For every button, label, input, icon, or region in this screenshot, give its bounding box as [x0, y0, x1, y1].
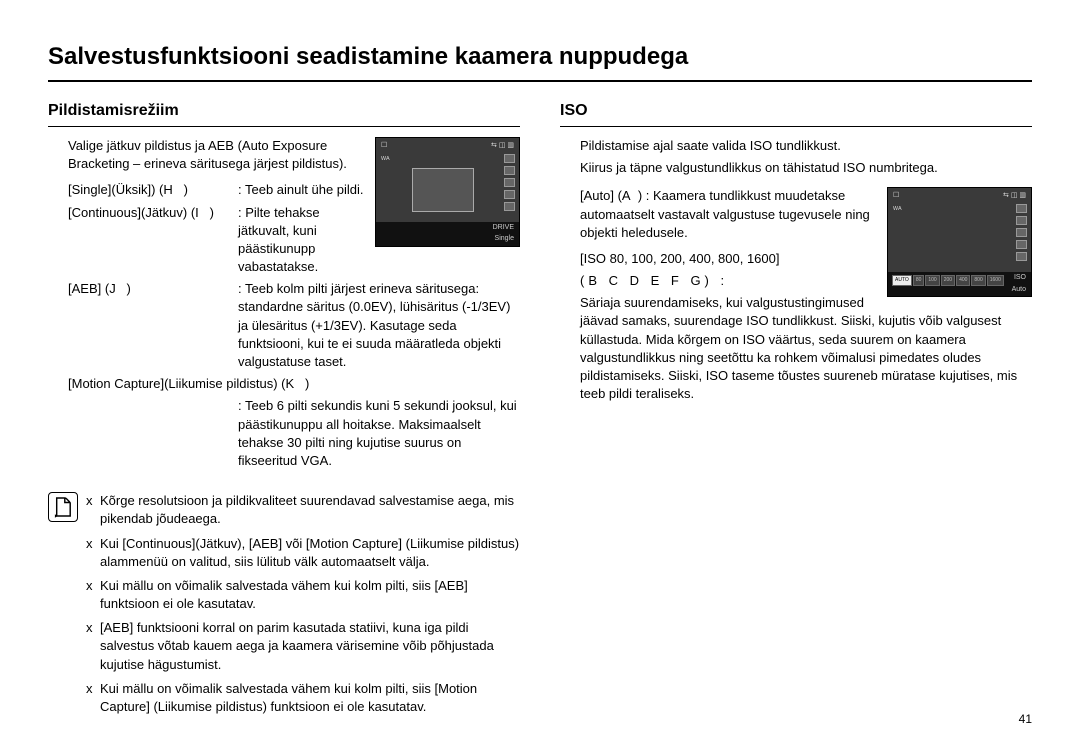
continuous-label: [Continuous](Jätkuv) (I ): [68, 204, 238, 277]
left-heading: Pildistamisrežiim: [48, 100, 520, 127]
bullet-x: x: [86, 680, 100, 716]
content-columns: Pildistamisrežiim ☐ ⇆ ◫ ▥ ᵂᴬ DRIVE Singl…: [48, 100, 1032, 723]
right-heading: ISO: [560, 100, 1032, 127]
lcd-top-left: ☐: [893, 191, 899, 201]
bullet-x: x: [86, 492, 100, 528]
note-0: Kõrge resolutsioon ja pildikvaliteet suu…: [100, 492, 520, 528]
lcd-left-text: ᵂᴬ: [381, 154, 390, 165]
lcd-bar-big: Auto: [1012, 285, 1026, 295]
note-4: Kui mällu on võimalik salvestada vähem k…: [100, 680, 520, 716]
lcd-preview-iso: ☐ ⇆ ◫ ▥ ᵂᴬ ISO AUTO 80 100 200 400 800: [887, 187, 1032, 297]
aeb-label: [AEB] (J ): [68, 280, 238, 371]
lcd-top-right: ⇆ ◫ ▥: [491, 141, 514, 151]
note-2: Kui mällu on võimalik salvestada vähem k…: [100, 577, 520, 613]
lcd-left-text: ᵂᴬ: [893, 204, 902, 215]
bullet-x: x: [86, 577, 100, 613]
lcd-inner-frame: [412, 168, 474, 212]
lcd-bar-big: Single: [495, 234, 514, 244]
lcd-top-left: ☐: [381, 141, 387, 151]
note-3: [AEB] funktsiooni korral on parim kasuta…: [100, 619, 520, 674]
note-1: Kui [Continuous](Jätkuv), [AEB] või [Mot…: [100, 535, 520, 571]
aeb-desc: : Teeb kolm pilti järjest erineva säritu…: [238, 280, 520, 371]
lcd-right-icons: [504, 154, 515, 211]
note-list: xKõrge resolutsioon ja pildikvaliteet su…: [86, 492, 520, 722]
page-title: Salvestusfunktsiooni seadistamine kaamer…: [48, 40, 1032, 82]
single-desc: : Teeb ainult ühe pildi.: [238, 181, 367, 199]
lcd-bar-small: DRIVE: [493, 223, 514, 233]
right-intro1: Pildistamise ajal saate valida ISO tundl…: [580, 137, 1032, 155]
note-box: xKõrge resolutsioon ja pildikvaliteet su…: [48, 492, 520, 722]
right-body: Pildistamise ajal saate valida ISO tundl…: [560, 137, 1032, 403]
page-number: 41: [1019, 711, 1032, 728]
right-body-text: Säriaja suurendamiseks, kui valgustustin…: [580, 294, 1032, 403]
lcd-bottom-bar: DRIVE Single: [376, 222, 519, 246]
lcd-iso-strip: AUTO 80 100 200 400 800 1600: [892, 275, 1004, 286]
single-label: [Single](Üksik]) (H ): [68, 181, 238, 199]
right-intro2: Kiirus ja täpne valgustundlikkus on tähi…: [580, 159, 1032, 177]
continuous-desc: : Pilte tehakse jätkuvalt, kuni päästiku…: [238, 204, 367, 277]
motion-desc: : Teeb 6 pilti sekundis kuni 5 sekundi j…: [238, 397, 520, 470]
bullet-x: x: [86, 619, 100, 674]
lcd-top-right: ⇆ ◫ ▥: [1003, 191, 1026, 201]
note-icon: [48, 492, 78, 522]
lcd-preview-drive: ☐ ⇆ ◫ ▥ ᵂᴬ DRIVE Single: [375, 137, 520, 247]
bullet-x: x: [86, 535, 100, 571]
motion-label: [Motion Capture](Liikumise pildistus) (K…: [68, 375, 309, 393]
lcd-right-icons: [1016, 204, 1027, 261]
left-column: Pildistamisrežiim ☐ ⇆ ◫ ▥ ᵂᴬ DRIVE Singl…: [48, 100, 520, 723]
lcd-bar-small: ISO: [1014, 273, 1026, 283]
left-body: ☐ ⇆ ◫ ▥ ᵂᴬ DRIVE Single Valige jätkuv pi…: [48, 137, 520, 476]
lcd-bottom-bar: ISO AUTO 80 100 200 400 800 1600 Auto: [888, 272, 1031, 296]
right-column: ISO Pildistamise ajal saate valida ISO t…: [560, 100, 1032, 723]
